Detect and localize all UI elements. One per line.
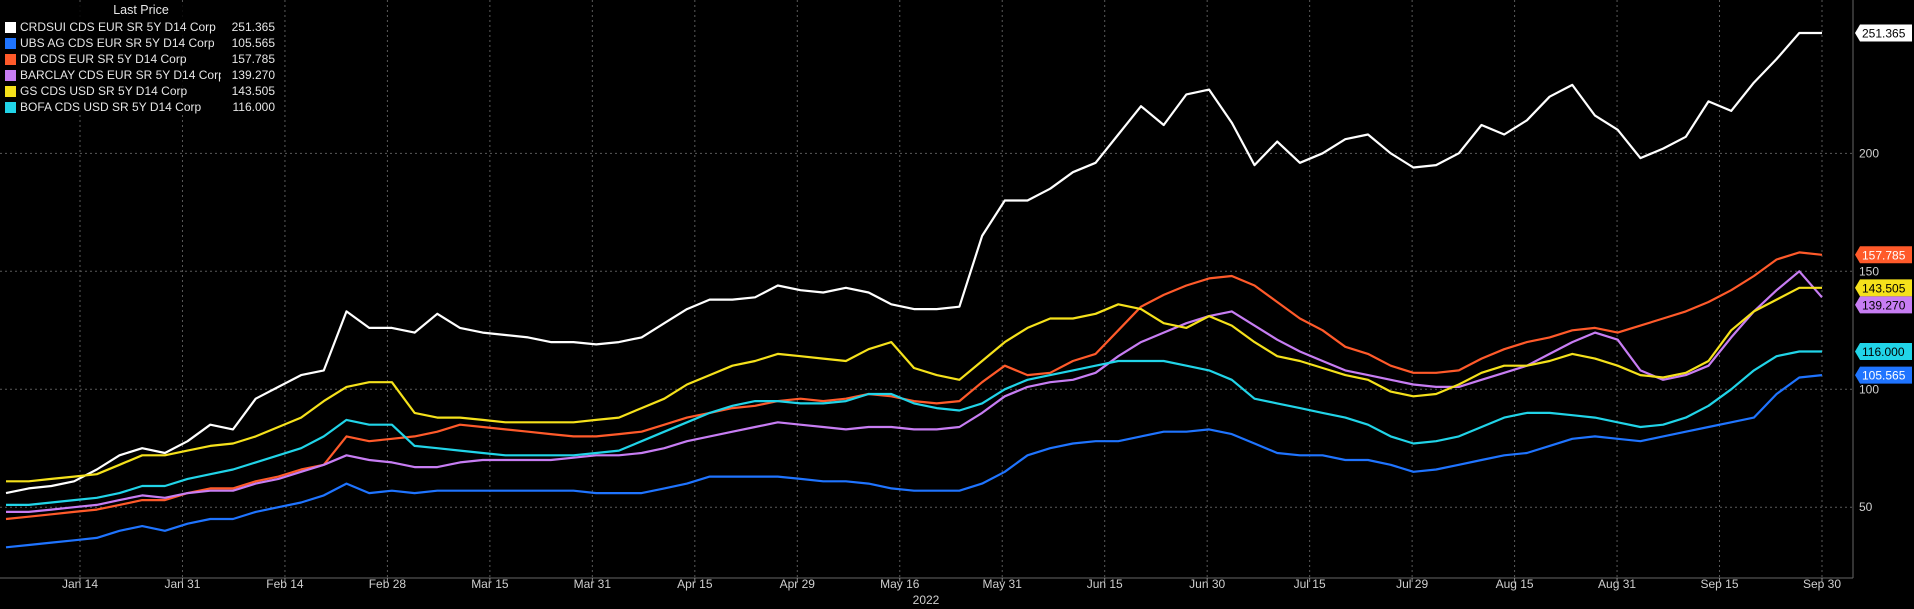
last-price-badge: 251.365	[1855, 24, 1912, 42]
badge-shape	[1855, 296, 1912, 314]
x-tick-label: Feb 14	[266, 577, 304, 591]
badge-value: 105.565	[1862, 369, 1906, 383]
legend-swatch	[5, 53, 16, 65]
legend-last-value: 116.000	[232, 100, 276, 114]
legend-series-name: CRDSUI CDS EUR SR 5Y D14 Corp	[20, 20, 216, 34]
legend-entry: BARCLAY CDS EUR SR 5Y D14 Corp 139.270	[3, 67, 279, 83]
legend-series-name: GS CDS USD SR 5Y D14 Corp	[20, 84, 188, 98]
legend-rows: CRDSUI CDS EUR SR 5Y D14 Corp 251.365 UBS …	[3, 19, 279, 115]
legend-last-value: 157.785	[231, 52, 275, 66]
legend-entry: CRDSUI CDS EUR SR 5Y D14 Corp 251.365	[3, 19, 279, 35]
series-line	[5, 251, 1823, 521]
x-tick-label: Mar 15	[471, 577, 509, 591]
legend-swatch	[5, 101, 16, 113]
legend-entry: BOFA CDS USD SR 5Y D14 Corp 116.000	[3, 99, 279, 115]
x-tick-label: Feb 28	[369, 577, 407, 591]
last-price-badge: 116.000	[1855, 343, 1912, 361]
x-tick-label: Aug 15	[1496, 577, 1534, 591]
legend-swatch	[5, 85, 16, 97]
x-tick-label: Jan 14	[62, 577, 98, 591]
x-tick-label: Jun 15	[1087, 577, 1123, 591]
legend-series-name: UBS AG CDS EUR SR 5Y D14 Corp	[20, 36, 215, 50]
series-line	[6, 350, 1822, 506]
series-line	[5, 374, 1823, 549]
x-tick-label: May 31	[983, 577, 1023, 591]
y-tick-label: 200	[1859, 146, 1879, 160]
legend-swatch	[5, 37, 16, 49]
legend-entry: DB CDS EUR SR 5Y D14 Corp 157.785	[3, 51, 279, 67]
legend-swatch	[5, 21, 16, 33]
legend-entry: GS CDS USD SR 5Y D14 Corp 143.505	[3, 83, 279, 99]
x-tick-label: Jul 29	[1396, 577, 1428, 591]
legend-last-value: 251.365	[231, 20, 275, 34]
last-price-badge: 105.565	[1855, 366, 1912, 384]
legend-last-value: 105.565	[231, 36, 275, 50]
last-price-badges: 251.365 157.785 143.505 139.270 116.000 105.5…	[1855, 24, 1912, 384]
last-price-badge: 157.785	[1855, 246, 1912, 264]
series-line	[6, 270, 1823, 513]
badge-value: 157.785	[1862, 248, 1906, 262]
legend-last-value: 139.270	[231, 68, 275, 82]
badge-shape	[1855, 24, 1912, 42]
badge-shape	[1855, 366, 1912, 384]
legend-last-value: 143.505	[231, 84, 275, 98]
x-tick-label: May 16	[880, 577, 920, 591]
x-tick-label: Jul 15	[1294, 577, 1326, 591]
series-line	[5, 31, 1822, 495]
x-tick-label: Aug 31	[1598, 577, 1636, 591]
legend-entry: UBS AG CDS EUR SR 5Y D14 Corp 105.565	[3, 35, 279, 51]
x-tick-label: Sep 15	[1701, 577, 1739, 591]
x-tick-label: Apr 29	[780, 577, 816, 591]
legend-swatch	[5, 69, 16, 81]
x-tick-label: Apr 15	[677, 577, 713, 591]
x-tick-label: Jun 30	[1189, 577, 1225, 591]
y-tick-label: 50	[1859, 500, 1873, 514]
badge-shape	[1855, 246, 1912, 264]
y-tick-label: 150	[1859, 264, 1879, 278]
x-axis-year-label: 2022	[913, 593, 940, 607]
legend-series-name: BOFA CDS USD SR 5Y D14 Corp	[20, 100, 202, 114]
legend-series-name: BARCLAY CDS EUR SR 5Y D14 Corp	[20, 68, 221, 82]
series-line	[6, 286, 1822, 483]
badge-value: 139.270	[1862, 298, 1906, 312]
legend-header: Last Price	[113, 3, 169, 17]
badge-value: 143.505	[1862, 281, 1906, 295]
badge-value: 116.000	[1862, 345, 1905, 359]
legend: Last Price CRDSUI CDS EUR SR 5Y D14 Corp…	[3, 2, 279, 115]
last-price-badge: 143.505	[1855, 279, 1912, 297]
chart-axes: 2022 50 100 150 200 Jan 14 Jan 31 Feb 14 Feb 28…	[0, 0, 1879, 607]
chart-series-layer	[5, 31, 1823, 549]
x-tick-label: Jan 31	[164, 577, 200, 591]
y-tick-label: 100	[1859, 382, 1879, 396]
last-price-badge: 139.270	[1855, 296, 1912, 314]
badge-shape	[1855, 279, 1912, 297]
chart-gridlines	[0, 0, 1853, 578]
x-tick-label: Sep 30	[1803, 577, 1841, 591]
x-tick-label: Mar 31	[574, 577, 612, 591]
badge-shape	[1855, 343, 1912, 361]
legend-series-name: DB CDS EUR SR 5Y D14 Corp	[20, 52, 187, 66]
badge-value: 251.365	[1862, 27, 1906, 41]
